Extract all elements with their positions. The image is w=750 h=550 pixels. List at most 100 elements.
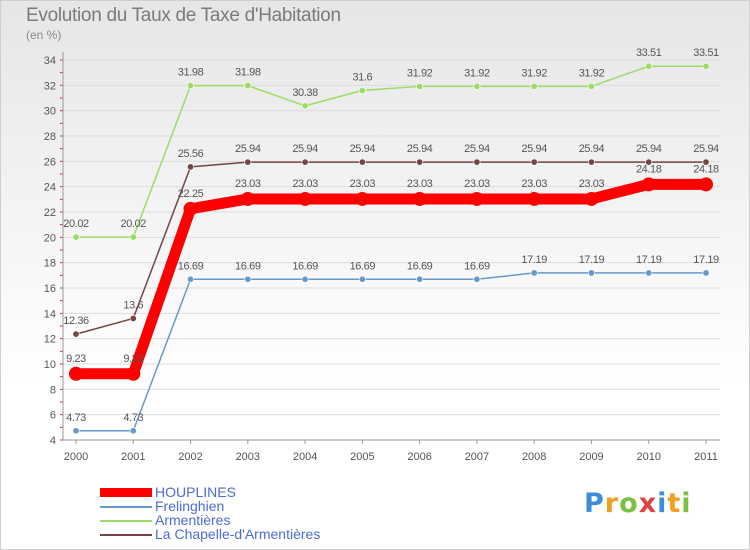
data-label-houplines: 23.03 [407,178,433,190]
data-label-houplines: 9.23 [123,353,143,365]
logo-letter: o [619,488,639,519]
data-label-frelinghien: 17.19 [693,254,719,266]
data-label-armentieres: 33.51 [636,47,662,59]
data-point-houplines [126,366,141,381]
data-point-frelinghien [187,275,195,283]
data-point-la-chapelle-d-armentieres [129,314,137,322]
y-tick-label: 22 [44,207,56,219]
data-label-armentieres: 31.92 [407,67,433,79]
legend-item-houplines: HOUPLINES [100,484,360,501]
data-label-houplines: 23.03 [350,178,376,190]
x-tick-label: 2009 [579,451,603,463]
data-point-la-chapelle-d-armentieres [244,158,252,166]
data-label-la-chapelle-d-armentieres: 25.94 [579,143,605,155]
data-point-la-chapelle-d-armentieres [587,158,595,166]
data-label-frelinghien: 16.69 [178,260,204,272]
proxiti-logo: Proxiti [584,488,692,519]
data-point-la-chapelle-d-armentieres [645,158,653,166]
data-point-houplines [641,177,656,192]
data-label-la-chapelle-d-armentieres: 25.94 [350,143,376,155]
data-point-houplines [355,191,370,206]
logo-letter: i [657,488,668,519]
data-point-houplines [298,191,313,206]
y-tick-label: 10 [44,359,56,371]
data-point-armentieres [72,233,80,241]
data-label-la-chapelle-d-armentieres: 25.94 [693,143,719,155]
y-tick-label: 4 [50,435,56,447]
data-label-la-chapelle-d-armentieres: 12.36 [63,315,89,327]
data-label-frelinghien: 4.73 [66,412,86,424]
legend-item-frelinghien: Frelinghien [100,498,360,515]
series-line-la-chapelle-d-armentieres [75,161,707,335]
legend-item-armentieres: Armentières [100,512,360,529]
data-point-la-chapelle-d-armentieres [702,158,710,166]
data-label-frelinghien: 4.73 [123,412,143,424]
data-label-la-chapelle-d-armentieres: 25.94 [636,143,662,155]
y-tick-label: 14 [44,308,56,320]
data-point-la-chapelle-d-armentieres [187,163,195,171]
data-point-houplines [412,191,427,206]
data-point-armentieres [244,82,252,90]
data-label-houplines: 24.18 [636,163,662,175]
data-point-houplines [240,191,255,206]
data-label-houplines: 23.03 [521,178,547,190]
legend-item-la-chapelle: La Chapelle-d'Armentières [100,526,360,543]
data-point-armentieres [702,62,710,70]
x-tick-label: 2005 [350,451,374,463]
logo-letter: P [584,488,605,519]
data-label-armentieres: 31.92 [521,67,547,79]
data-point-frelinghien [72,427,80,435]
data-label-frelinghien: 17.19 [521,254,547,266]
x-tick-label: 2002 [178,451,202,463]
x-tick-label: 2011 [694,451,718,463]
data-point-frelinghien [416,275,424,283]
data-point-la-chapelle-d-armentieres [301,158,309,166]
data-label-frelinghien: 16.69 [292,260,318,272]
data-point-houplines [469,191,484,206]
data-label-armentieres: 20.02 [63,218,89,230]
data-label-armentieres: 31.92 [579,67,605,79]
data-label-houplines: 9.23 [66,353,86,365]
data-label-houplines: 23.03 [464,178,490,190]
y-tick-label: 8 [50,384,56,396]
data-point-frelinghien [244,275,252,283]
data-point-la-chapelle-d-armentieres [473,158,481,166]
data-point-armentieres [645,62,653,70]
y-tick-label: 24 [44,182,56,194]
data-point-frelinghien [645,269,653,277]
data-label-houplines: 22.25 [178,188,204,200]
data-label-frelinghien: 16.69 [350,260,376,272]
data-label-la-chapelle-d-armentieres: 25.94 [521,143,547,155]
data-point-frelinghien [301,275,309,283]
data-label-la-chapelle-d-armentieres: 25.94 [292,143,318,155]
x-tick-label: 2000 [64,451,88,463]
data-label-armentieres: 33.51 [693,47,719,59]
data-label-frelinghien: 16.69 [464,260,490,272]
data-label-armentieres: 31.92 [464,67,490,79]
data-label-houplines: 23.03 [292,178,318,190]
data-label-houplines: 23.03 [235,178,261,190]
data-point-armentieres [129,233,137,241]
x-tick-label: 2001 [121,451,145,463]
logo-letter: x [638,488,658,519]
legend-label-armentieres: Armentières [155,512,231,528]
x-tick-label: 2007 [465,451,489,463]
legend-swatch-frelinghien [100,506,152,508]
data-point-la-chapelle-d-armentieres [416,158,424,166]
data-point-frelinghien [530,269,538,277]
y-tick-label: 6 [50,410,56,422]
data-label-frelinghien: 16.69 [407,260,433,272]
data-point-frelinghien [702,269,710,277]
data-point-armentieres [301,102,309,110]
x-tick-label: 2008 [522,451,546,463]
data-point-armentieres [473,82,481,90]
data-label-la-chapelle-d-armentieres: 25.94 [235,143,261,155]
x-tick-label: 2003 [236,451,260,463]
data-label-frelinghien: 16.69 [235,260,261,272]
data-label-la-chapelle-d-armentieres: 25.56 [178,148,204,160]
y-tick-label: 26 [44,156,56,168]
data-point-frelinghien [473,275,481,283]
y-tick-label: 32 [44,80,56,92]
